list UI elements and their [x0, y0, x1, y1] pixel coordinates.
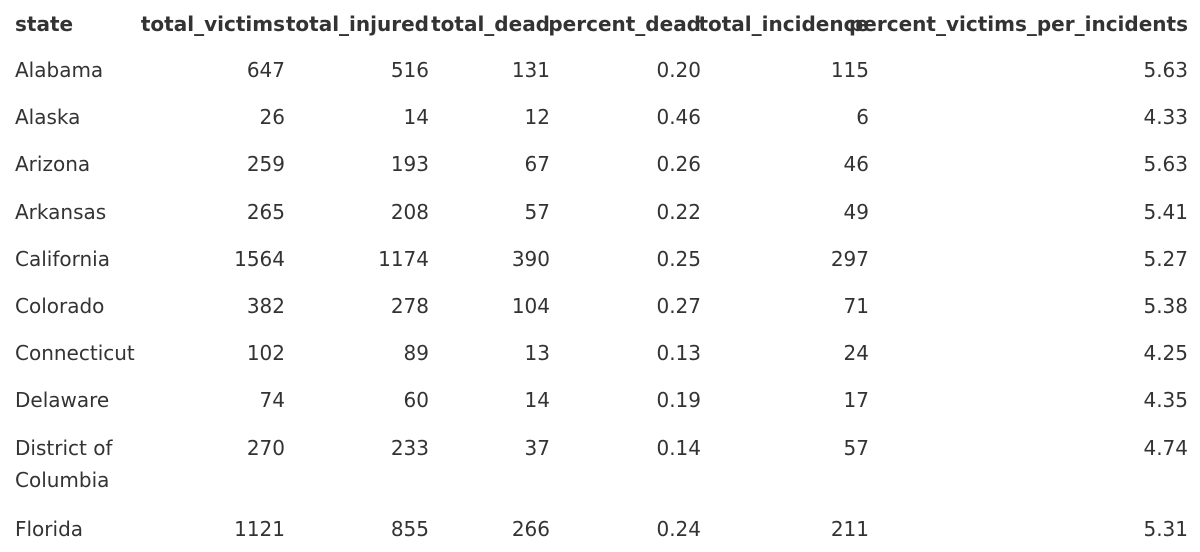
table-cell-state: Alaska: [15, 105, 81, 130]
table-cell-total-incidence: 297: [830, 246, 869, 271]
table-cell-total-incidence: 46: [843, 152, 869, 177]
table-cell-percent-dead: 0.22: [656, 199, 701, 224]
table-cell-total-incidence: 49: [843, 199, 869, 224]
column-header-total-injured: total_injured: [285, 12, 429, 36]
table-cell-total-dead: 104: [511, 294, 550, 318]
table-cell-total-incidence: 57: [843, 435, 869, 460]
table-cell-total-incidence: 6: [856, 105, 869, 130]
state-line: District of: [15, 435, 113, 460]
table-cell-total-victims: 26: [259, 105, 285, 130]
column-header-total-dead: total_dead: [431, 12, 550, 36]
table-cell-percent-victims-per-incidents: 4.25: [1143, 341, 1188, 366]
table-cell-percent-victims-per-incidents: 5.63: [1143, 58, 1188, 82]
table-cell-state: Delaware: [15, 388, 110, 413]
table-cell-state: Florida: [15, 516, 84, 541]
table-cell-total-injured: 855: [390, 516, 429, 541]
table-cell-total-dead: 14: [524, 388, 550, 413]
table-cell-state: District of Columbia: [15, 432, 112, 496]
table-cell-percent-victims-per-incidents: 5.31: [1143, 516, 1188, 541]
table-cell-total-victims: 1564: [234, 246, 285, 271]
table-cell-percent-victims-per-incidents: 5.63: [1143, 152, 1188, 177]
table-cell-state: Arizona: [15, 152, 91, 177]
table-cell-percent-dead: 0.46: [656, 105, 701, 130]
table-cell-total-injured: 1174: [378, 246, 429, 271]
table-cell-total-victims: 1121: [234, 516, 285, 541]
table-cell-total-dead: 67: [524, 152, 550, 177]
table-cell-state: Alabama: [15, 58, 104, 82]
table-cell-total-victims: 270: [246, 435, 285, 460]
table-cell-state: Connecticut: [15, 341, 135, 366]
table-cell-percent-dead: 0.19: [656, 388, 701, 413]
column-header-state: state: [15, 12, 74, 36]
table-cell-total-incidence: 211: [830, 516, 869, 541]
table-cell-total-injured: 516: [390, 58, 429, 82]
column-header-percent-dead: percent_dead: [548, 12, 701, 36]
table-cell-total-dead: 37: [524, 435, 550, 460]
table-cell-percent-victims-per-incidents: 5.38: [1143, 294, 1188, 318]
table-cell-total-injured: 233: [390, 435, 429, 460]
table-cell-total-incidence: 115: [830, 58, 869, 82]
table-cell-total-victims: 259: [246, 152, 285, 177]
table-cell-total-injured: 278: [390, 294, 429, 318]
table-cell-total-incidence: 24: [843, 341, 869, 366]
table-cell-percent-victims-per-incidents: 4.33: [1143, 105, 1188, 130]
table-cell-total-injured: 193: [390, 152, 429, 177]
table-cell-state: Arkansas: [15, 199, 107, 224]
table-cell-percent-dead: 0.26: [656, 152, 701, 177]
table-cell-total-incidence: 71: [843, 294, 869, 318]
table-cell-total-injured: 14: [403, 105, 429, 130]
table-cell-total-incidence: 17: [843, 388, 869, 413]
table-cell-total-victims: 265: [246, 199, 285, 224]
table-cell-total-dead: 13: [524, 341, 550, 366]
table-cell-total-victims: 647: [246, 58, 285, 82]
table-cell-state: Colorado: [15, 294, 105, 318]
table-cell-total-dead: 12: [524, 105, 550, 130]
table-cell-percent-dead: 0.20: [656, 58, 701, 82]
table-cell-total-dead: 57: [524, 199, 550, 224]
table-cell-percent-dead: 0.25: [656, 246, 701, 271]
column-header-percent-victims-per-incidents: percent_victims_per_incidents: [848, 12, 1188, 36]
state-line: Columbia: [15, 467, 110, 492]
table-cell-total-victims: 382: [246, 294, 285, 318]
table-cell-total-victims: 74: [259, 388, 285, 413]
table-cell-total-victims: 102: [246, 341, 285, 366]
table-cell-percent-dead: 0.24: [656, 516, 701, 541]
table-cell-percent-dead: 0.13: [656, 341, 701, 366]
table-cell-percent-victims-per-incidents: 4.35: [1143, 388, 1188, 413]
column-header-total-incidence: total_incidence: [698, 12, 869, 36]
table-cell-percent-victims-per-incidents: 5.27: [1143, 246, 1188, 271]
column-header-total-victims: total_victims: [140, 12, 285, 36]
table-cell-percent-victims-per-incidents: 5.41: [1143, 199, 1188, 224]
table-cell-percent-victims-per-incidents: 4.74: [1143, 435, 1188, 460]
table-cell-percent-dead: 0.27: [656, 294, 701, 318]
table-cell-total-injured: 60: [403, 388, 429, 413]
table-cell-total-dead: 390: [511, 246, 550, 271]
table-cell-total-dead: 131: [511, 58, 550, 82]
table-cell-state: California: [15, 246, 110, 271]
table-cell-total-injured: 89: [403, 341, 429, 366]
table-cell-total-dead: 266: [511, 516, 550, 541]
table-cell-percent-dead: 0.14: [656, 435, 701, 460]
table-cell-total-injured: 208: [390, 199, 429, 224]
